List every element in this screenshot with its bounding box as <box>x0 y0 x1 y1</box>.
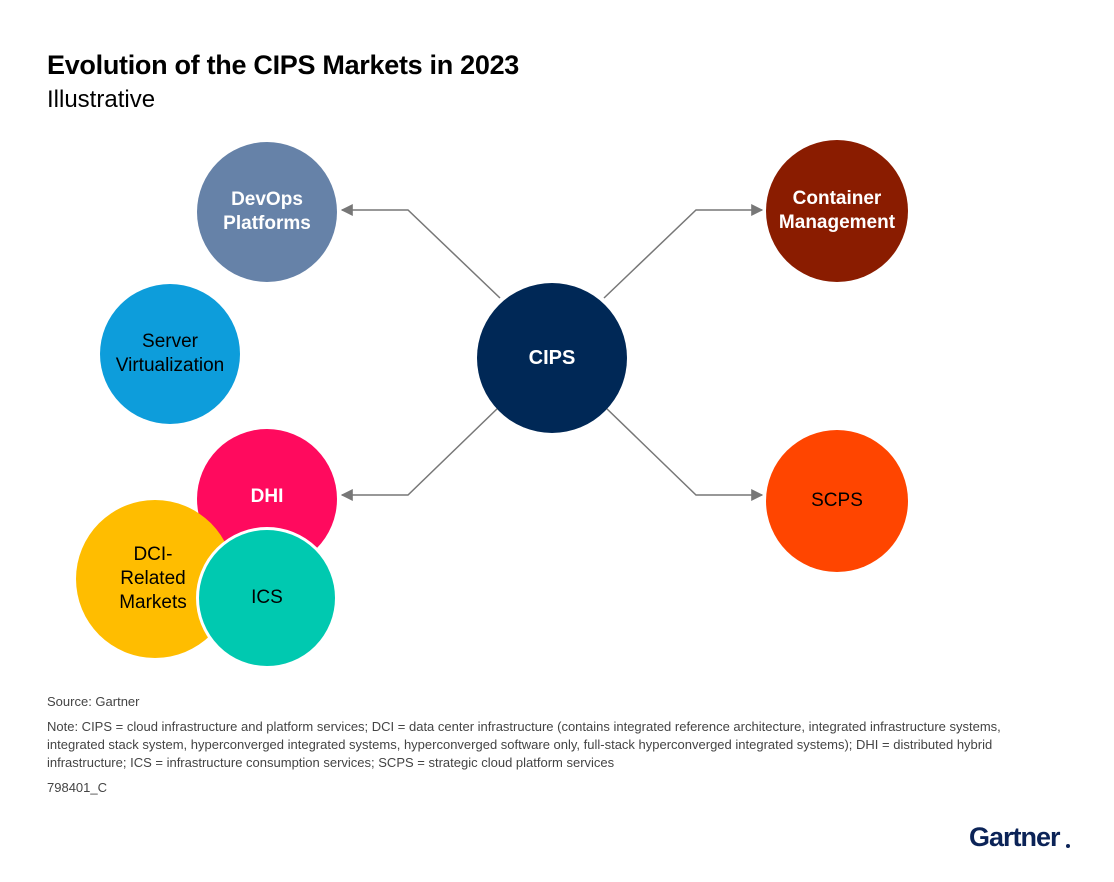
gartner-logo: Gartner <box>969 822 1061 852</box>
note-text: Note: CIPS = cloud infrastructure and pl… <box>47 719 1001 770</box>
connector-cips-to-dhi <box>340 405 501 501</box>
node-dci-related-markets-label: DCI- Related Markets <box>119 544 187 613</box>
node-scps-label: SCPS <box>811 490 863 511</box>
node-scps: SCPS <box>766 430 908 572</box>
source-text: Source: Gartner <box>47 694 140 709</box>
gartner-logo-dot <box>1066 844 1070 848</box>
page-title: Evolution of the CIPS Markets in 2023 <box>47 50 520 80</box>
node-devops-platforms-label: DevOps Platforms <box>223 189 311 234</box>
node-ics: ICS <box>196 527 338 669</box>
node-cips: CIPS <box>477 283 627 433</box>
document-id: 798401_C <box>47 780 107 795</box>
connector-cips-to-container <box>603 204 764 299</box>
node-server-virtualization: Server Virtualization <box>100 284 240 424</box>
page-subtitle: Illustrative <box>47 86 156 113</box>
node-devops-platforms: DevOps Platforms <box>197 142 337 282</box>
connector-cips-to-devops <box>340 204 501 299</box>
node-ics-label: ICS <box>251 587 283 608</box>
node-container-management-label: Container Management <box>778 188 896 233</box>
node-dhi-label: DHI <box>250 486 284 507</box>
node-server-virtualization-label: Server Virtualization <box>115 331 225 376</box>
connector-cips-to-scps <box>603 405 764 501</box>
node-cips-label: CIPS <box>528 347 576 369</box>
node-container-management: Container Management <box>766 140 908 282</box>
